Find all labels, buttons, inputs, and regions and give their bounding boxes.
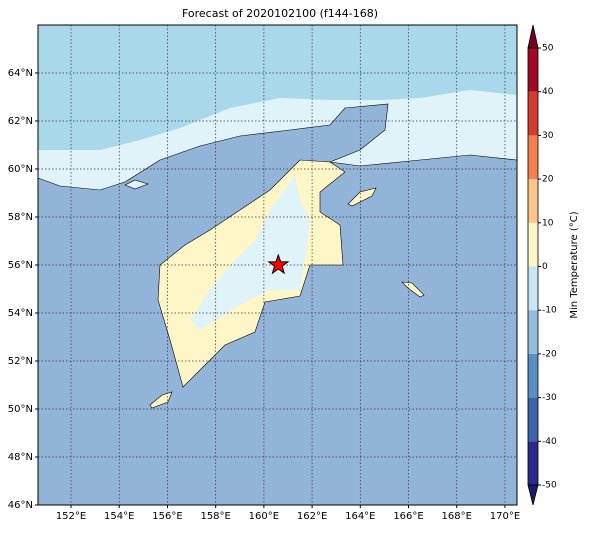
colorbar-tick-label: -20 (542, 349, 557, 359)
island (149, 391, 173, 409)
colorbar-segment (528, 441, 538, 485)
colorbar-segment (528, 135, 538, 180)
colorbar-segment (528, 48, 538, 92)
colorbar-segment (528, 353, 538, 398)
colorbar-tick-label: -50 (542, 481, 557, 491)
y-tick-label: 60°N (8, 164, 33, 175)
y-tick-label: 64°N (8, 68, 33, 79)
y-tick-label: 50°N (8, 404, 33, 415)
y-tick-label: 52°N (8, 356, 33, 367)
map-title: Forecast of 2020102100 (f144-168) (182, 7, 378, 20)
x-tick-label: 168°E (442, 511, 472, 522)
island (347, 187, 377, 207)
island (401, 281, 425, 298)
y-tick-label: 56°N (8, 260, 33, 271)
colorbar-segment (528, 266, 538, 311)
x-tick-label: 160°E (249, 511, 279, 522)
colorbar-tick-label: -30 (542, 393, 557, 403)
colorbar-segment (528, 222, 538, 267)
x-tick-label: 170°E (490, 511, 520, 522)
colorbar-tick-label: 0 (542, 262, 548, 272)
colorbar-tick-label: 10 (542, 218, 554, 228)
colorbar-tick-label: 20 (542, 175, 554, 185)
colorbar-tick-label: -10 (542, 306, 557, 316)
x-tick-label: 162°E (297, 511, 327, 522)
colorbar-segment (528, 310, 538, 354)
colorbar-tick-label: 40 (542, 87, 554, 97)
colorbar-segment (528, 397, 538, 442)
x-tick-label: 166°E (393, 511, 423, 522)
cold-region (38, 25, 517, 150)
land-west (124, 179, 149, 190)
x-tick-label: 152°E (56, 511, 86, 522)
colorbar-segment (528, 179, 538, 223)
y-tick-label: 54°N (8, 308, 33, 319)
location-marker (267, 253, 290, 275)
x-tick-label: 164°E (345, 511, 375, 522)
y-tick-label: 48°N (8, 452, 33, 463)
x-tick-label: 158°E (200, 511, 230, 522)
x-tick-label: 154°E (104, 511, 134, 522)
x-tick-label: 156°E (152, 511, 182, 522)
colorbar-label: Min Temperature (°C) (569, 211, 580, 318)
colorbar-tick-label: 30 (542, 131, 554, 141)
y-tick-label: 62°N (8, 116, 33, 127)
colorbar-extend-over (527, 24, 539, 49)
colorbar-tick-label: -40 (542, 437, 557, 447)
y-tick-label: 46°N (8, 500, 33, 511)
colorbar-tick-label: 50 (542, 44, 554, 54)
cold-interior (190, 175, 310, 330)
colorbar-extend-under (527, 484, 539, 506)
colorbar-segment (528, 91, 538, 136)
y-tick-label: 58°N (8, 212, 33, 223)
